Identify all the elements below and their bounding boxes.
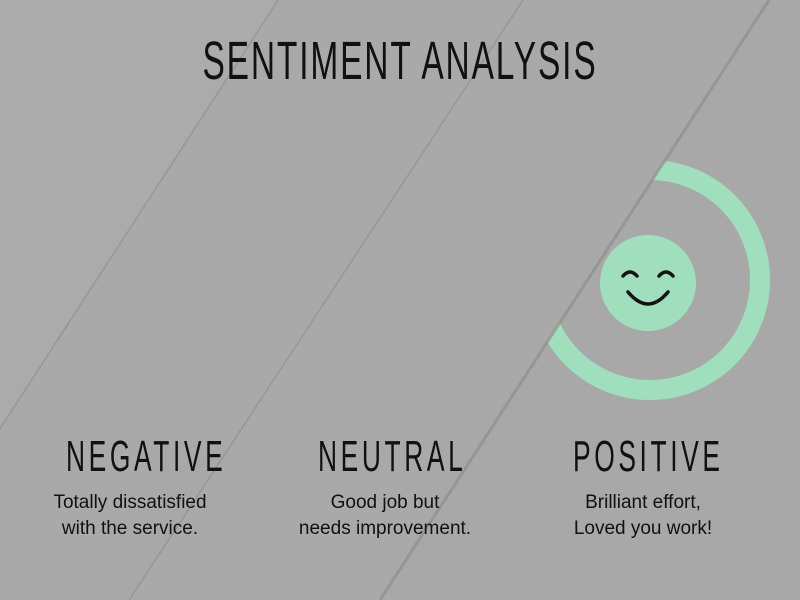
neutral-line-2: needs improvement.	[298, 518, 472, 539]
neutral-label: NEUTRAL	[318, 432, 467, 481]
negative-line-1: Totally dissatisfied	[53, 492, 207, 513]
negative-description: Totally dissatisfied with the service.	[10, 490, 250, 542]
positive-line-1: Brilliant effort,	[585, 492, 701, 513]
diagonal-band	[0, 0, 524, 600]
smiling-face-icon	[600, 235, 696, 331]
positive-line-2: Loved you work!	[573, 518, 713, 539]
band-shadow	[378, 0, 771, 600]
neutral-line-1: Good job but	[330, 492, 440, 513]
diagonal-band	[0, 0, 279, 430]
positive-description: Brilliant effort, Loved you work!	[523, 490, 763, 542]
positive-label: POSITIVE	[573, 432, 724, 481]
positive-ring-group	[130, 0, 771, 600]
page-title: SENTIMENT ANALYSIS	[202, 31, 598, 91]
diagonal-band	[130, 0, 769, 600]
neutral-description: Good job but needs improvement.	[265, 490, 505, 542]
negative-line-2: with the service.	[61, 518, 199, 539]
negative-label: NEGATIVE	[66, 432, 227, 481]
